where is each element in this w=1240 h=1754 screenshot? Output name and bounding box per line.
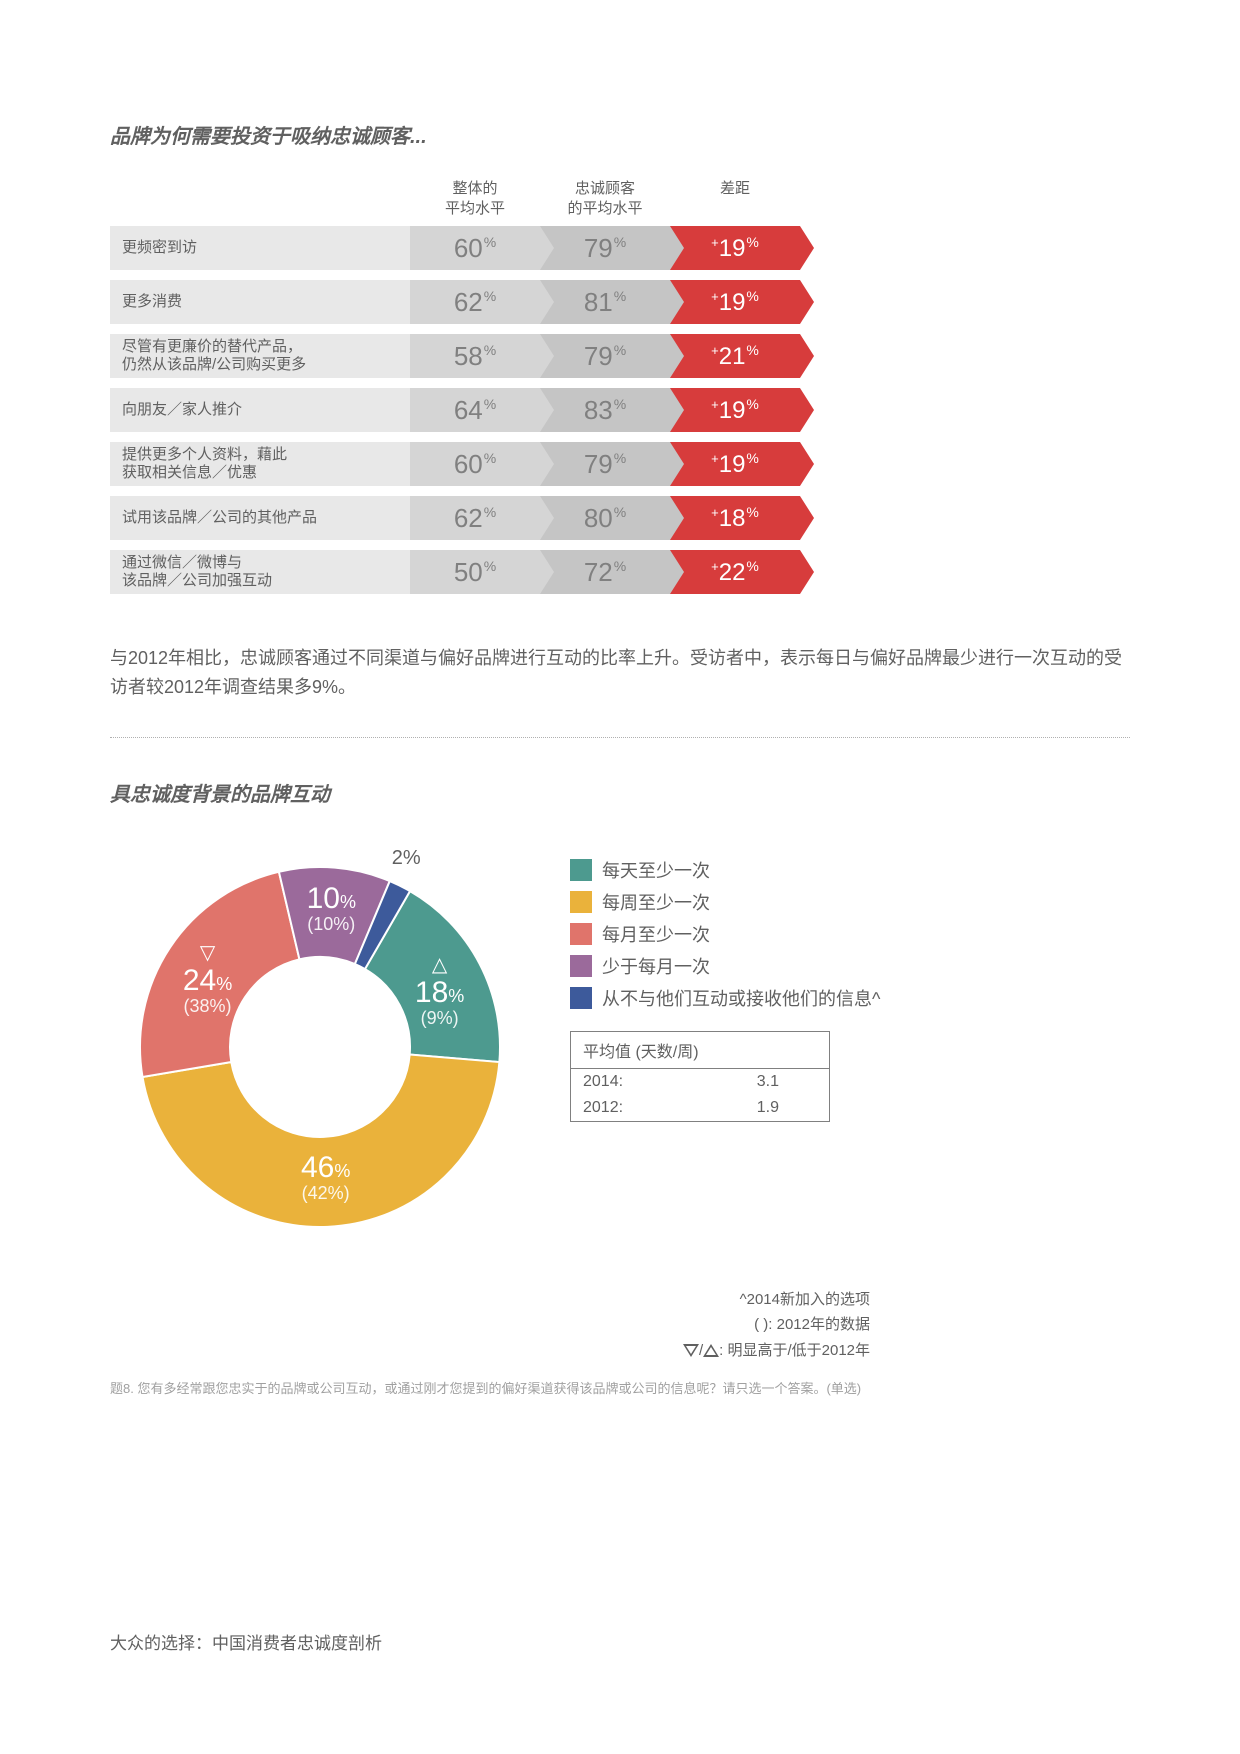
cell-loyal: 79% (540, 442, 670, 486)
row-label: 更多消费 (110, 280, 410, 324)
donut-slice-label: 46%(42%) (286, 1151, 366, 1204)
cell-overall: 62% (410, 280, 540, 324)
row-label: 向朋友／家人推介 (110, 388, 410, 432)
legend-item: 每周至少一次 (570, 889, 880, 915)
avg-row: 2014:3.1 (571, 1069, 829, 1095)
legend-item: 从不与他们互动或接收他们的信息^ (570, 985, 880, 1011)
table-row: 更多消费62%81%+19% (110, 280, 1130, 324)
donut-slice-label: 10%(10%) (291, 882, 371, 935)
cell-overall: 58% (410, 334, 540, 378)
col-header-overall: 整体的平均水平 (410, 179, 540, 218)
cell-gap: +21% (670, 334, 800, 378)
donut-chart: △18%(9%) 46%(42%) ▽24%(38%) 10%(10%) 2% (110, 837, 530, 1257)
average-table: 平均值 (天数/周) 2014:3.12012:1.9 (570, 1031, 830, 1122)
question-text: 题8. 您有多经常跟您忠实于的品牌或公司互动，或通过刚才您提到的偏好渠道获得该品… (110, 1378, 1130, 1397)
col-header-loyal: 忠诚顾客的平均水平 (540, 179, 670, 218)
row-label: 通过微信／微博与该品牌／公司加强互动 (110, 550, 410, 594)
row-label: 尽管有更廉价的替代产品，仍然从该品牌/公司购买更多 (110, 334, 410, 378)
chart-notes: ^2014新加入的选项 ( ): 2012年的数据 /: 明显高于/低于2012… (110, 1287, 870, 1364)
legend: 每天至少一次每周至少一次每月至少一次少于每月一次从不与他们互动或接收他们的信息^ (570, 857, 880, 1011)
donut-slice-label: ▽24%(38%) (168, 942, 248, 1017)
table-row: 通过微信／微博与该品牌／公司加强互动50%72%+22% (110, 550, 1130, 594)
row-label: 试用该品牌／公司的其他产品 (110, 496, 410, 540)
note-2: ( ): 2012年的数据 (110, 1312, 870, 1338)
section-title-1: 品牌为何需要投资于吸纳忠诚顾客... (110, 120, 1130, 149)
cell-gap: +22% (670, 550, 800, 594)
comparison-table: 整体的平均水平 忠诚顾客的平均水平 差距 更频密到访60%79%+19%更多消费… (110, 179, 1130, 594)
cell-overall: 60% (410, 226, 540, 270)
donut-slice-label: △18%(9%) (400, 954, 480, 1029)
cell-gap: +19% (670, 442, 800, 486)
row-label: 提供更多个人资料，藉此获取相关信息／优惠 (110, 442, 410, 486)
cell-overall: 50% (410, 550, 540, 594)
table-row: 向朋友／家人推介64%83%+19% (110, 388, 1130, 432)
cell-loyal: 79% (540, 226, 670, 270)
cell-overall: 64% (410, 388, 540, 432)
cell-loyal: 79% (540, 334, 670, 378)
table-row: 尽管有更廉价的替代产品，仍然从该品牌/公司购买更多58%79%+21% (110, 334, 1130, 378)
cell-overall: 60% (410, 442, 540, 486)
legend-item: 少于每月一次 (570, 953, 880, 979)
cell-loyal: 83% (540, 388, 670, 432)
section-title-2: 具忠诚度背景的品牌互动 (110, 778, 1130, 807)
donut-slice-label-small: 2% (392, 847, 421, 869)
cell-overall: 62% (410, 496, 540, 540)
note-1: ^2014新加入的选项 (110, 1287, 870, 1313)
table-row: 提供更多个人资料，藉此获取相关信息／优惠60%79%+19% (110, 442, 1130, 486)
legend-item: 每天至少一次 (570, 857, 880, 883)
table-row: 试用该品牌／公司的其他产品62%80%+18% (110, 496, 1130, 540)
body-paragraph: 与2012年相比，忠诚顾客通过不同渠道与偏好品牌进行互动的比率上升。受访者中，表… (110, 644, 1130, 702)
col-header-gap: 差距 (670, 179, 800, 218)
cell-loyal: 81% (540, 280, 670, 324)
avg-row: 2012:1.9 (571, 1095, 829, 1121)
cell-gap: +18% (670, 496, 800, 540)
row-label: 更频密到访 (110, 226, 410, 270)
avg-table-header: 平均值 (天数/周) (571, 1032, 829, 1069)
divider (110, 737, 1130, 738)
cell-loyal: 72% (540, 550, 670, 594)
cell-gap: +19% (670, 226, 800, 270)
cell-gap: +19% (670, 280, 800, 324)
cell-gap: +19% (670, 388, 800, 432)
legend-item: 每月至少一次 (570, 921, 880, 947)
note-3: /: 明显高于/低于2012年 (110, 1338, 870, 1364)
table-row: 更频密到访60%79%+19% (110, 226, 1130, 270)
page-footer: 大众的选择：中国消费者忠诚度剖析 (110, 1629, 382, 1654)
cell-loyal: 80% (540, 496, 670, 540)
